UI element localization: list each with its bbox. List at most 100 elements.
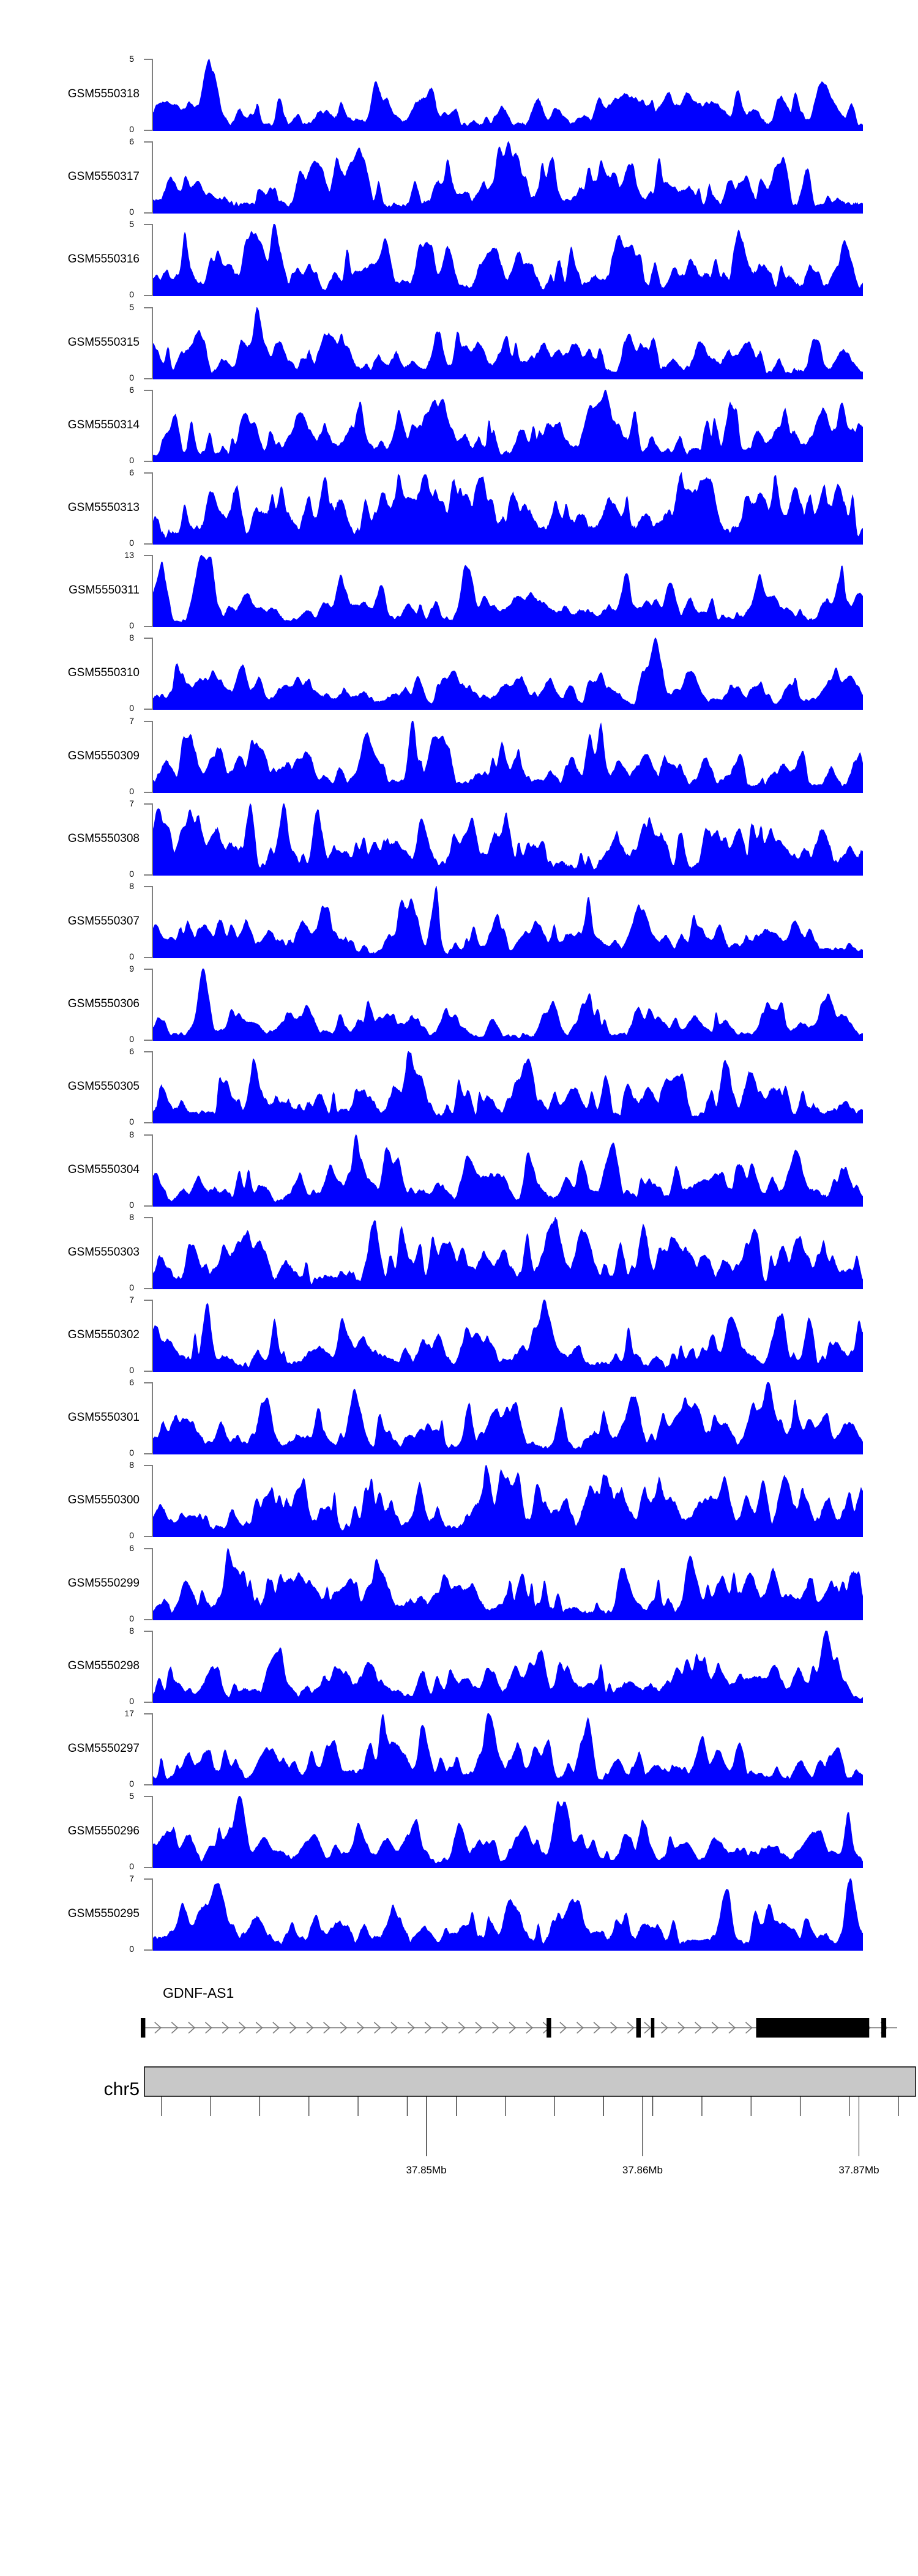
coverage-track[interactable]: GSM5550298 8 0: [0, 1626, 918, 1705]
coverage-track[interactable]: GSM5550299 6 0: [0, 1544, 918, 1623]
coverage-track[interactable]: GSM5550316 5 0: [0, 220, 918, 299]
y-axis-max-value: 8: [129, 881, 134, 891]
coverage-area-gsm5550298: [153, 1630, 863, 1703]
coverage-track[interactable]: GSM5550315 5 0: [0, 303, 918, 382]
y-axis-max-value: 6: [129, 136, 134, 147]
coverage-area-gsm5550297: [153, 1713, 863, 1785]
gene-annotation-track[interactable]: GDNF-AS1: [0, 1985, 918, 2052]
y-axis-tick-min: 0: [129, 1697, 152, 1705]
track-label-gsm5550304: GSM5550304: [67, 1163, 140, 1176]
strand-arrow-icon: [373, 2021, 381, 2034]
coverage-area-gsm5550316: [153, 224, 863, 297]
y-axis-max-value: 5: [129, 1791, 134, 1801]
coverage-area-gsm5550313: [153, 472, 863, 545]
coverage-track[interactable]: GSM5550308 7 0: [0, 799, 918, 878]
coverage-track[interactable]: GSM5550317 6 0: [0, 137, 918, 216]
track-label-gsm5550309: GSM5550309: [67, 749, 140, 762]
coverage-track[interactable]: GSM5550304 8 0: [0, 1130, 918, 1209]
track-plot-area[interactable]: 13 0: [124, 551, 863, 630]
strand-arrow-icon: [357, 2021, 365, 2034]
coverage-track[interactable]: GSM5550313 6 0: [0, 468, 918, 547]
y-axis-max-value: 8: [129, 633, 134, 643]
y-axis-tick-max: 5: [129, 54, 152, 63]
strand-arrow-icon: [188, 2021, 196, 2034]
coverage-area-gsm5550304: [153, 1134, 863, 1207]
y-axis-tick-max: 8: [129, 1213, 152, 1221]
coverage-area-gsm5550299: [153, 1547, 863, 1620]
strand-arrow-icon: [408, 2021, 415, 2034]
y-axis-tick-min: 0: [129, 952, 152, 961]
coverage-track[interactable]: GSM5550295 7 0: [0, 1874, 918, 1953]
y-axis-min-value: 0: [129, 1861, 134, 1872]
exon-block[interactable]: [651, 2017, 655, 2038]
coverage-track[interactable]: GSM5550306 9 0: [0, 964, 918, 1043]
coverage-track[interactable]: GSM5550297 17 0: [0, 1709, 918, 1788]
coverage-track[interactable]: GSM5550305 6 0: [0, 1047, 918, 1126]
track-label-gsm5550318: GSM5550318: [67, 87, 140, 100]
y-axis-tick-min: 0: [129, 290, 152, 299]
exon-block[interactable]: [881, 2017, 887, 2038]
strand-arrow-icon: [509, 2021, 517, 2034]
track-label-gsm5550306: GSM5550306: [67, 997, 140, 1011]
track-label-gsm5550315: GSM5550315: [67, 335, 140, 349]
exon-block[interactable]: [547, 2017, 551, 2038]
chromosome-bar[interactable]: [144, 2066, 916, 2097]
coverage-track[interactable]: GSM5550296 5 0: [0, 1792, 918, 1871]
coverage-track[interactable]: GSM5550307 8 0: [0, 882, 918, 961]
coverage-track[interactable]: GSM5550302 7 0: [0, 1295, 918, 1374]
strand-arrow-icon: [593, 2021, 601, 2034]
track-label-gsm5550296: GSM5550296: [67, 1825, 140, 1838]
coverage-track[interactable]: GSM5550311 13 0: [0, 551, 918, 630]
exon-block[interactable]: [756, 2017, 870, 2038]
chromosome-axis-track: chr5 37.85Mb 37.86Mb 37.87Mb: [0, 2066, 918, 2225]
coverage-track[interactable]: GSM5550318 5 0: [0, 54, 918, 133]
exon-block[interactable]: [141, 2017, 146, 2038]
gene-name-label: GDNF-AS1: [163, 1984, 234, 2001]
coverage-track[interactable]: GSM5550310 8 0: [0, 633, 918, 712]
coverage-track[interactable]: GSM5550301 6 0: [0, 1378, 918, 1457]
genome-axis-graphic[interactable]: 37.85Mb 37.86Mb 37.87Mb: [0, 2066, 918, 2225]
exon-block[interactable]: [636, 2017, 641, 2038]
gene-model-graphic[interactable]: [0, 2011, 918, 2047]
coverage-area-gsm5550301: [153, 1382, 863, 1455]
coverage-track[interactable]: GSM5550300 8 0: [0, 1461, 918, 1539]
track-label-gsm5550300: GSM5550300: [67, 1494, 140, 1507]
coverage-track[interactable]: GSM5550314 6 0: [0, 385, 918, 464]
y-axis-tick-max: 8: [129, 1130, 152, 1139]
track-label-gsm5550295: GSM5550295: [67, 1907, 140, 1921]
coverage-track[interactable]: GSM5550309 7 0: [0, 717, 918, 795]
track-plot-area[interactable]: 17 0: [124, 1709, 863, 1788]
y-axis-max-value: 8: [129, 1129, 134, 1139]
coverage-track[interactable]: GSM5550303 8 0: [0, 1213, 918, 1292]
strand-arrow-icon: [745, 2021, 753, 2034]
y-axis-tick-max: 6: [129, 137, 152, 146]
